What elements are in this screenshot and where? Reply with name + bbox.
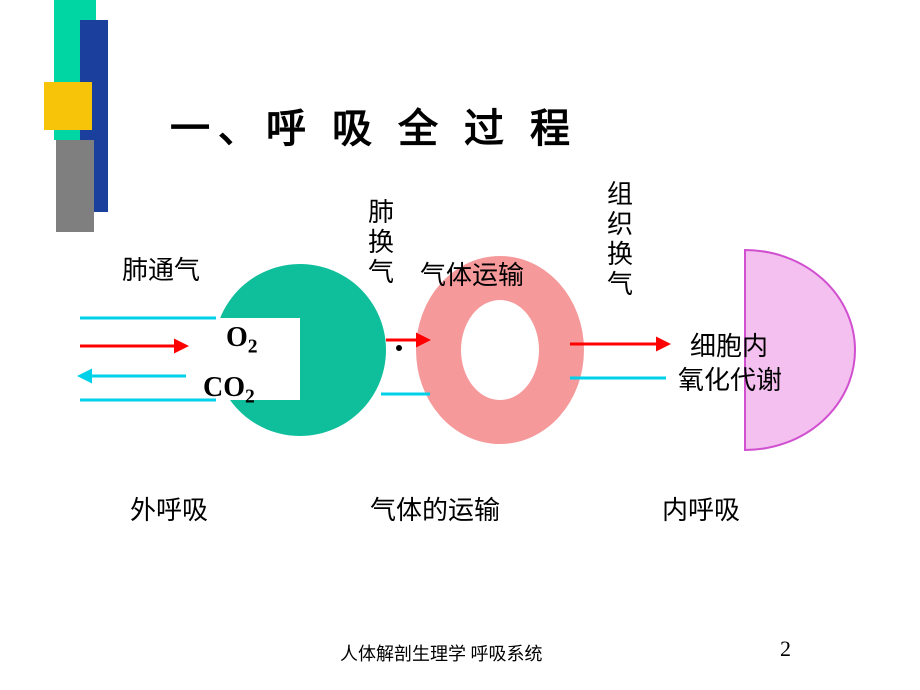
label-lung-ventilation: 肺通气 bbox=[122, 250, 200, 287]
center-dot bbox=[396, 345, 402, 351]
label-o2: O2 bbox=[226, 322, 258, 359]
page-title: 一、呼 吸 全 过 程 bbox=[170, 96, 578, 154]
label-lung-exchange: 肺换气 bbox=[368, 198, 394, 288]
label-co2: CO2 bbox=[203, 372, 255, 409]
label-tissue-exchange: 组织换气 bbox=[607, 180, 633, 300]
footer-text: 人体解剖生理学 呼吸系统 bbox=[340, 640, 543, 666]
label-outer-respiration: 外呼吸 bbox=[130, 490, 208, 527]
label-cell-metab-1: 细胞内 bbox=[690, 326, 768, 363]
label-cell-metab-2: 氧化代谢 bbox=[678, 360, 782, 397]
label-gas-transport: 气体的运输 bbox=[370, 490, 500, 527]
label-gas-transport-inner: 气体运输 bbox=[420, 255, 524, 292]
label-inner-respiration: 内呼吸 bbox=[662, 490, 740, 527]
footer-page-number: 2 bbox=[780, 636, 791, 662]
